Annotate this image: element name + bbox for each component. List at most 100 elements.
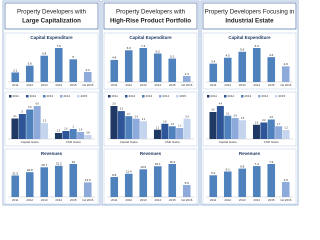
x-tick-label: CSR Gains — [165, 140, 181, 144]
value-label: 3.3 — [120, 108, 124, 111]
legend-label: 2013 — [47, 94, 54, 98]
bar — [223, 171, 232, 197]
value-label: 3.6 — [211, 109, 215, 112]
bar — [54, 165, 63, 197]
value-label: 2.1 — [13, 68, 18, 72]
x-tick-label: 2014 — [154, 198, 161, 202]
x-tick-label: CSR Gains — [66, 140, 82, 144]
legend-swatch — [275, 95, 278, 98]
x-tick-label: 2014 — [253, 83, 260, 87]
panel-header — [103, 2, 198, 30]
value-label: 4.4 — [219, 103, 223, 106]
x-tick-label: 2015 — [70, 198, 77, 202]
value-label: 5.1 — [170, 54, 175, 58]
legend-swatch — [258, 95, 261, 98]
value-label: 9.8 — [112, 173, 117, 177]
bar — [69, 129, 77, 139]
bar — [11, 175, 20, 197]
bar — [239, 120, 247, 139]
bar — [18, 114, 26, 139]
bar — [183, 118, 191, 139]
x-tick-label: 2013 — [239, 83, 246, 87]
legend-swatch — [207, 95, 210, 98]
legend-swatch — [108, 95, 111, 98]
bar — [139, 48, 148, 82]
value-label: 5 — [22, 111, 24, 114]
value-label: 2 — [73, 126, 75, 129]
chart-title: Capital Expenditure — [129, 35, 172, 40]
legend-label: 2011 — [13, 94, 20, 98]
bar — [252, 124, 260, 139]
bar — [223, 57, 232, 82]
value-label: 2.7 — [127, 113, 131, 116]
bar — [26, 109, 34, 139]
bar — [110, 59, 119, 82]
legend-swatch — [26, 95, 29, 98]
bar — [54, 48, 63, 82]
chart-box — [4, 32, 99, 90]
bar — [124, 173, 133, 197]
x-tick-label: 2014 — [55, 198, 62, 202]
value-label: 5.6 — [240, 48, 245, 52]
legend-swatch — [125, 95, 128, 98]
legend-swatch — [176, 95, 179, 98]
value-label: 1.7 — [277, 123, 281, 126]
bar — [11, 118, 19, 139]
bar — [275, 126, 283, 139]
x-tick-label: 2011 — [111, 198, 118, 202]
bar — [40, 55, 49, 82]
value-label: 1.6 — [64, 128, 68, 131]
legend-label: 2013 — [245, 94, 252, 98]
x-tick-label: 2012 — [125, 83, 132, 87]
bar — [281, 181, 290, 197]
x-tick-label: 2013 — [41, 83, 48, 87]
x-tick-label: 2012 — [26, 83, 33, 87]
value-label: 3.6 — [284, 178, 289, 182]
legend-swatch — [9, 95, 12, 98]
value-label: 6.9 — [127, 46, 132, 50]
x-tick-label: 1H 2016 — [181, 198, 193, 202]
legend-label: 2014 — [262, 94, 269, 98]
value-label: 2.2 — [262, 119, 266, 122]
bar — [267, 119, 275, 139]
panel-title: Property Developers with — [116, 9, 186, 16]
value-label: 1.2 — [284, 127, 288, 130]
panel-subtitle: High-Rise Product Portfolio — [110, 18, 191, 25]
value-label: 2.2 — [86, 68, 91, 72]
value-label: 21.5 — [12, 171, 18, 175]
chart-title: Capital Expenditure — [30, 35, 73, 40]
x-tick-label: 2012 — [26, 198, 33, 202]
value-label: 4.8 — [112, 56, 117, 60]
x-tick-label: 2012 — [125, 198, 132, 202]
bar — [267, 57, 276, 82]
value-label: 1.5 — [171, 123, 175, 126]
x-tick-label: 2013 — [239, 198, 246, 202]
value-label: 1.3 — [178, 125, 182, 128]
x-tick-label: 1H 2016 — [82, 198, 94, 202]
legend-label: 2012 — [30, 94, 37, 98]
x-tick-label: 2011 — [210, 198, 217, 202]
bar — [139, 169, 148, 197]
value-label: 5.9 — [28, 106, 32, 109]
bar — [41, 123, 49, 139]
value-label: 1.9 — [255, 121, 259, 124]
x-tick-label: 1H 2016 — [181, 83, 193, 87]
bar — [77, 132, 85, 139]
bar — [182, 184, 191, 197]
bar — [125, 116, 133, 139]
bar — [209, 112, 217, 139]
value-label: 6.8 — [240, 164, 245, 168]
legend-label: 2011 — [112, 94, 119, 98]
bar — [33, 106, 41, 139]
value-label: 2.1 — [142, 118, 146, 121]
legend-swatch — [224, 95, 227, 98]
bar — [238, 51, 247, 82]
value-label: 2.4 — [134, 115, 138, 118]
value-label: 31.2 — [56, 162, 62, 166]
legend-swatch — [142, 95, 145, 98]
chart-title: Capital Expenditure — [228, 35, 271, 40]
bar — [216, 106, 224, 139]
bar — [124, 50, 133, 82]
value-label: 7.4 — [141, 44, 146, 48]
chart-box — [103, 32, 198, 90]
